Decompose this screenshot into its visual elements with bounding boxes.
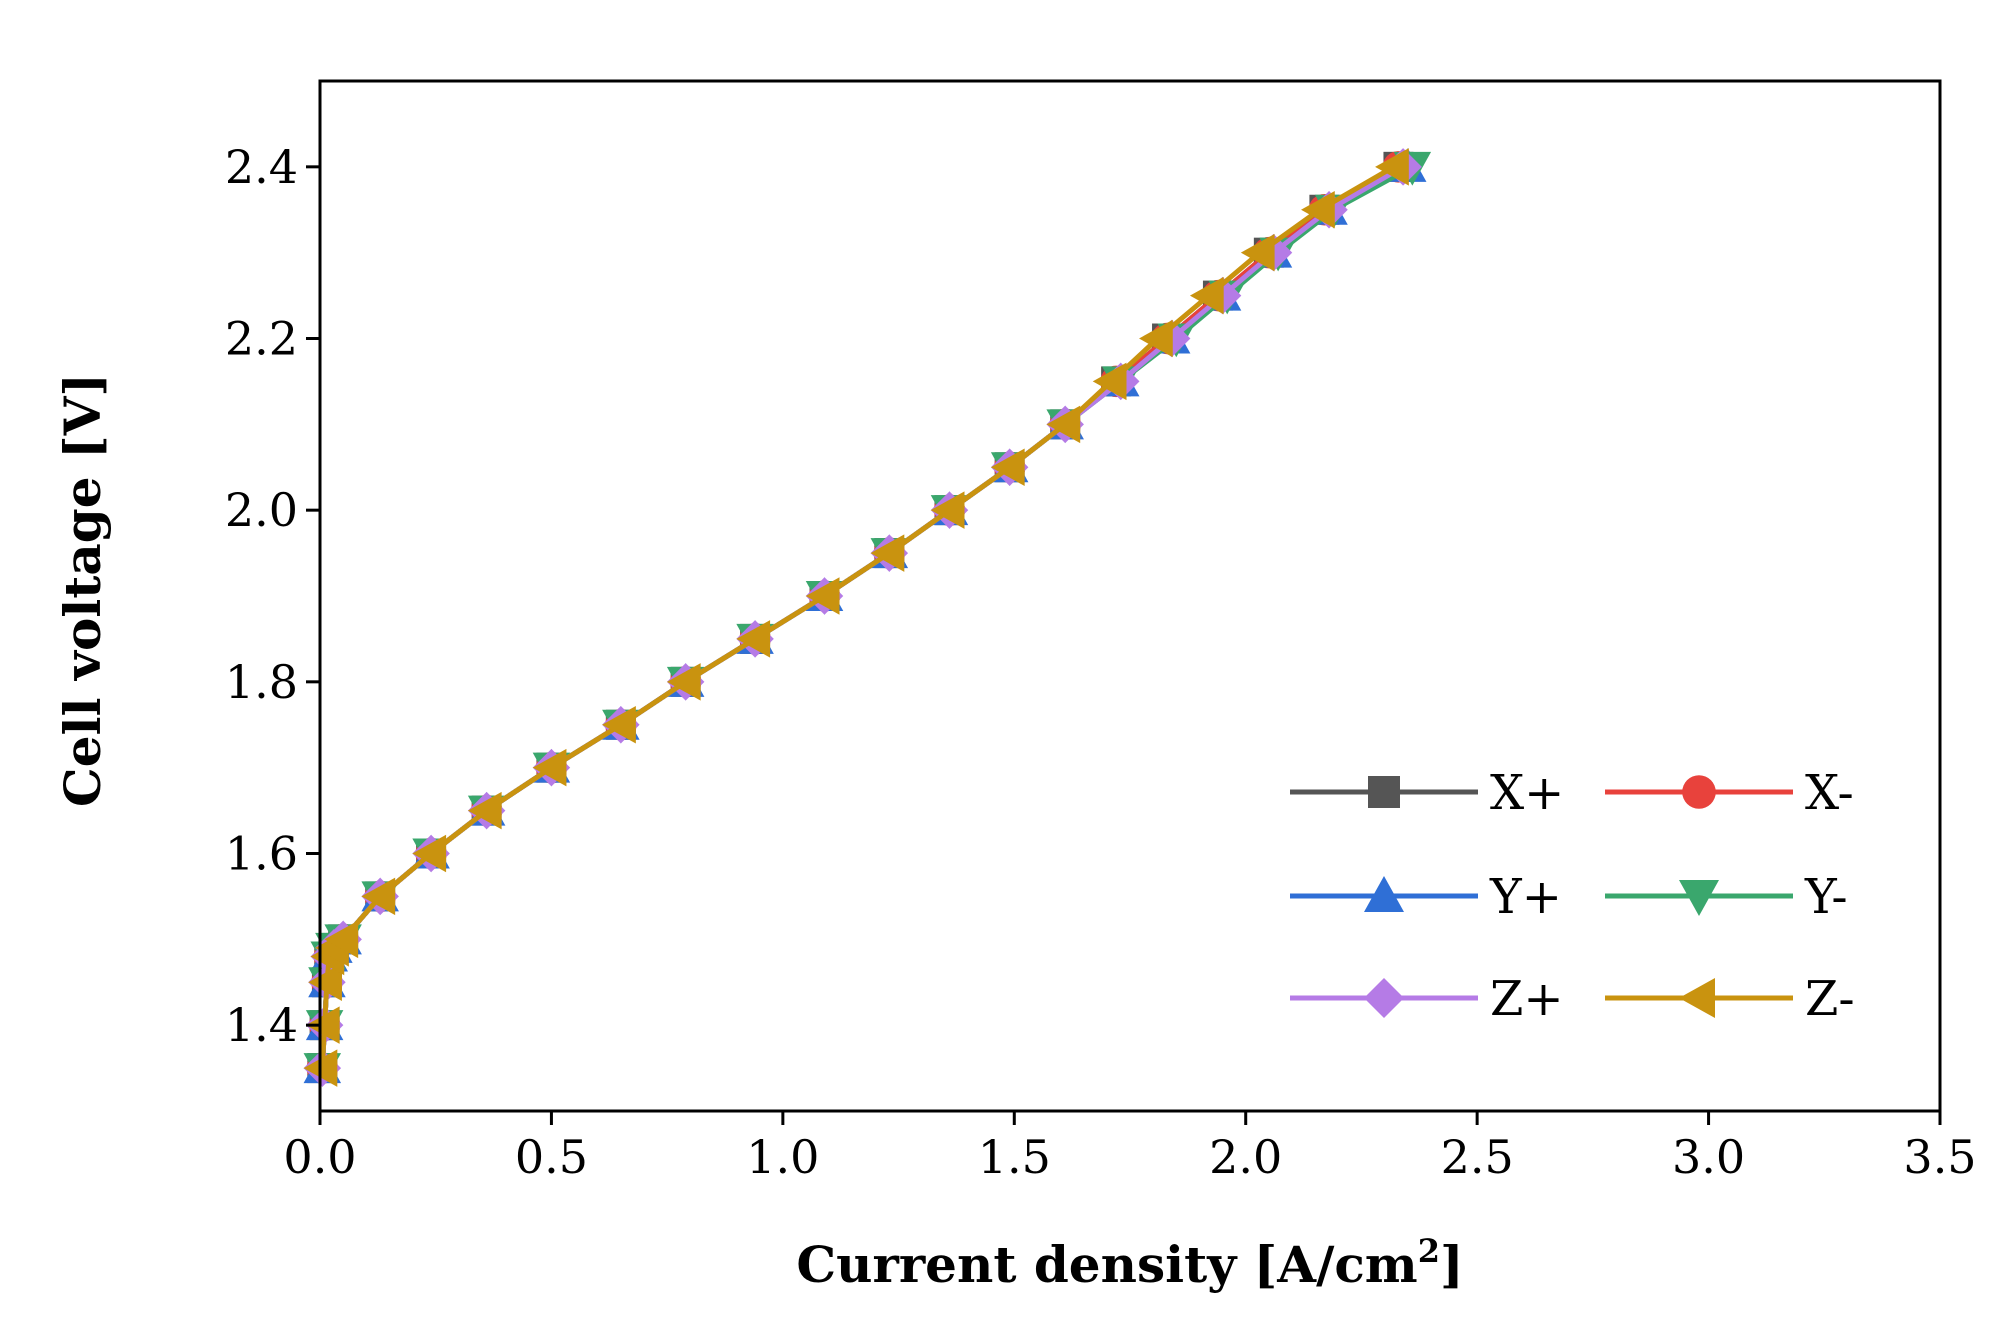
legend-label: Y+ xyxy=(1489,869,1562,925)
data-point xyxy=(736,620,771,658)
legend: X+ X- Y+ Y- Z+ Z- xyxy=(1290,765,1855,1027)
y-tick-label: 1.4 xyxy=(225,998,298,1052)
series-layer xyxy=(303,148,1432,1087)
data-point xyxy=(412,834,447,873)
data-point xyxy=(1375,148,1409,186)
legend-item-X+: X+ xyxy=(1290,765,1564,821)
x-tick-label: 3.0 xyxy=(1672,1130,1745,1184)
x-tick-label: 0.5 xyxy=(515,1130,588,1184)
data-point xyxy=(324,920,359,959)
legend-label: Z- xyxy=(1805,971,1855,1027)
legend-item-Y+: Y+ xyxy=(1290,869,1562,925)
data-point xyxy=(602,706,636,744)
data-point xyxy=(1092,362,1127,401)
data-point xyxy=(1240,233,1275,272)
legend-label: Y- xyxy=(1804,869,1848,925)
data-point xyxy=(1046,405,1081,444)
data-point xyxy=(467,791,502,830)
data-point xyxy=(361,877,396,916)
legend-label: X- xyxy=(1805,765,1854,821)
data-point xyxy=(930,491,965,529)
y-tick-label: 1.8 xyxy=(225,655,298,709)
data-point xyxy=(308,963,342,1001)
x-axis: 0.0 0.5 1.0 1.5 2.0 2.5 3.0 3.5 xyxy=(283,1111,1977,1184)
data-point xyxy=(990,448,1025,486)
y-axis-title: Cell voltage [V] xyxy=(53,373,112,807)
x-tick-label: 1.0 xyxy=(746,1130,819,1184)
legend-label: X+ xyxy=(1490,765,1564,821)
legend-item-Y-: Y- xyxy=(1605,869,1848,925)
legend-marker xyxy=(1368,776,1400,808)
y-tick-label: 2.0 xyxy=(225,483,298,537)
x-tick-label: 1.5 xyxy=(978,1130,1051,1184)
x-tick-label: 2.5 xyxy=(1441,1130,1514,1184)
x-tick-label: 2.0 xyxy=(1209,1130,1282,1184)
x-tick-label: 0.0 xyxy=(283,1130,356,1184)
series-Z- xyxy=(303,148,1409,1087)
y-tick-label: 2.2 xyxy=(225,312,298,366)
data-point xyxy=(532,748,567,787)
legend-marker xyxy=(1682,775,1716,809)
x-tick-label: 3.5 xyxy=(1903,1130,1976,1184)
legend-marker xyxy=(1364,876,1404,912)
legend-marker xyxy=(1679,978,1715,1018)
legend-item-Z+: Z+ xyxy=(1290,971,1564,1027)
legend-marker xyxy=(1679,880,1719,916)
y-tick-label: 2.4 xyxy=(225,140,298,194)
y-tick-label: 1.6 xyxy=(225,827,298,881)
data-point xyxy=(870,534,905,572)
legend-label: Z+ xyxy=(1490,971,1564,1027)
data-point xyxy=(305,1006,340,1044)
legend-item-X-: X- xyxy=(1605,765,1854,821)
y-axis: 1.4 1.6 1.8 2.0 2.2 2.4 xyxy=(225,140,320,1052)
data-point xyxy=(805,577,840,615)
legend-item-Z-: Z- xyxy=(1605,971,1855,1027)
data-point xyxy=(1139,319,1173,358)
x-axis-title: Current density [A/cm2] xyxy=(796,1232,1463,1294)
plot-frame xyxy=(318,79,1942,1113)
data-point xyxy=(1189,276,1224,315)
data-point xyxy=(1301,191,1335,229)
data-point xyxy=(666,663,701,701)
legend-marker xyxy=(1364,978,1404,1018)
